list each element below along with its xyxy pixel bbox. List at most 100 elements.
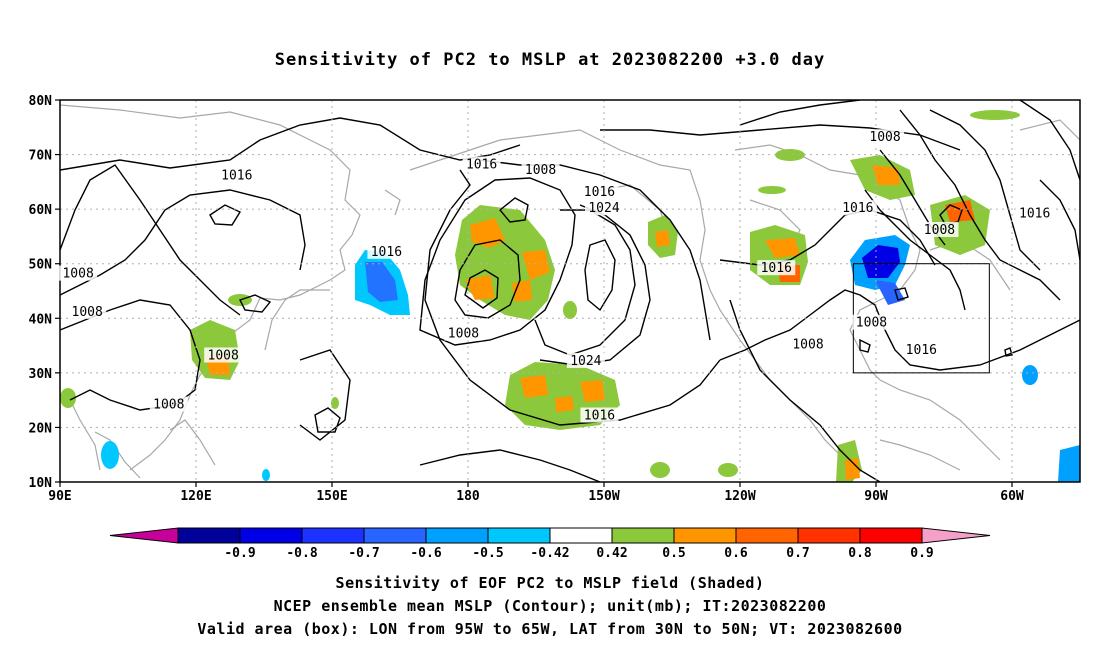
contour-label: 1008	[72, 305, 103, 320]
negative-region	[1058, 445, 1080, 482]
colorbar-swatch	[735, 527, 799, 544]
lat-tick-label: 60N	[29, 203, 53, 218]
colorbar-label: -0.6	[410, 546, 441, 561]
contour-label: 1016	[584, 409, 615, 424]
contour-label: 1008	[856, 316, 887, 331]
colorbar-swatch	[487, 527, 551, 544]
positive-region	[718, 463, 738, 477]
contour-label: 1008	[208, 348, 239, 363]
contour-label-bg	[789, 336, 827, 352]
colorbar-swatch	[301, 527, 365, 544]
contour-label: 1024	[570, 354, 601, 369]
positive-region	[563, 301, 577, 319]
negative-region	[875, 280, 905, 305]
contour-label-bg	[866, 129, 905, 145]
colorbar-label: 0.5	[662, 546, 685, 561]
lon-tick-label: 90E	[48, 489, 71, 504]
lat-tick-label: 20N	[29, 421, 53, 436]
positive-region	[650, 462, 670, 478]
contour-label: 1016	[221, 168, 252, 183]
lat-tick-label: 50N	[29, 258, 53, 273]
contour-label-bg	[521, 161, 560, 177]
positive-region	[765, 238, 800, 258]
contour-labels: 1008 1016 1016 1008 1016 1024 1016 1008 1008 1008…	[59, 129, 1054, 424]
colorbar-swatch	[673, 527, 737, 544]
colorbar-label: -0.7	[348, 546, 379, 561]
lon-tick-label: 120E	[180, 489, 211, 504]
positive-region	[522, 250, 550, 280]
caption-valid-area: Valid area (box): LON from 95W to 65W, L…	[197, 620, 903, 638]
positive-region	[872, 165, 900, 185]
contour-label-bg	[757, 260, 796, 276]
negative-region	[365, 262, 398, 302]
positive-region	[512, 280, 532, 302]
contour-label: 1016	[1019, 207, 1050, 222]
mslp-contours	[60, 100, 1080, 482]
plot-frame	[59, 99, 1081, 483]
contour-label-bg	[59, 265, 98, 281]
contour-label: 1008	[62, 267, 93, 282]
contour-label-bg	[149, 396, 188, 412]
colorbar-swatch	[797, 527, 861, 544]
colorbar-swatch	[363, 527, 427, 544]
negative-region	[862, 245, 900, 278]
negative-region	[262, 469, 270, 481]
negative-region	[1022, 365, 1038, 385]
contour-label-bg	[838, 200, 877, 216]
colorbar-label: -0.8	[286, 546, 317, 561]
positive-region	[775, 149, 805, 161]
colorbar-label: 0.9	[910, 546, 933, 561]
contour-label-bg	[217, 167, 256, 183]
colorbar-label: -0.5	[472, 546, 503, 561]
positive-region	[580, 380, 605, 402]
colorbar-swatch	[611, 527, 675, 544]
colorbar: -0.9 -0.8 -0.7 -0.6 -0.5 -0.42 0.42 0.5 0.6 0.7 0.…	[109, 527, 991, 561]
contour-label-bg	[920, 221, 959, 237]
chart-title: Sensitivity of PC2 to MSLP at 2023082200…	[274, 50, 826, 70]
contour-label: 1016	[842, 201, 873, 216]
contour-label-bg	[367, 243, 406, 259]
contour-label-bg	[444, 325, 483, 341]
lon-tick-label: 180	[456, 489, 480, 504]
lat-axis: 80N 70N 60N 50N 40N 30N 20N 10N	[29, 94, 60, 491]
positive-region	[555, 396, 574, 412]
contour-label-bg	[580, 407, 619, 423]
contour-label: 1016	[371, 245, 402, 260]
lon-tick-label: 60W	[1000, 489, 1024, 504]
lon-axis: 90E 120E 150E 180 150W 120W 90W 60W	[48, 482, 1024, 504]
colorbar-label: -0.9	[224, 546, 255, 561]
colorbar-label: -0.42	[530, 546, 569, 561]
contour-label: 1016	[584, 185, 615, 200]
lat-tick-label: 70N	[29, 149, 53, 164]
positive-region	[758, 186, 786, 194]
negative-region	[101, 441, 119, 469]
positive-region	[655, 230, 670, 247]
lon-tick-label: 150E	[316, 489, 347, 504]
contour-label: 1008	[448, 327, 479, 342]
contour-label: 1016	[761, 261, 792, 276]
contour-label: 1008	[525, 163, 556, 178]
contour-label: 1016	[906, 343, 937, 358]
contour-label-bg	[204, 347, 243, 363]
lon-tick-label: 90W	[864, 489, 888, 504]
colorbar-over-arrow	[921, 527, 991, 544]
contour-label-bg	[580, 183, 619, 199]
contour-label: 1008	[924, 223, 955, 238]
lon-tick-label: 150W	[588, 489, 619, 504]
positive-region	[845, 458, 860, 480]
positive-region	[331, 397, 339, 409]
contour-label-bg	[1015, 205, 1054, 221]
contour-label: 1008	[153, 398, 184, 413]
caption-contour: NCEP ensemble mean MSLP (Contour); unit(…	[273, 597, 827, 615]
colorbar-swatch	[859, 527, 923, 544]
colorbar-label: 0.7	[786, 546, 809, 561]
colorbar-label: 0.6	[724, 546, 748, 561]
lat-tick-label: 40N	[29, 312, 53, 327]
contour-label: 1016	[466, 157, 497, 172]
colorbar-swatch	[425, 527, 489, 544]
contour-label-bg	[462, 156, 501, 172]
contour-label-bg	[566, 352, 605, 368]
lat-tick-label: 30N	[29, 367, 53, 382]
lat-tick-label: 10N	[29, 476, 53, 491]
colorbar-swatch	[549, 527, 613, 544]
